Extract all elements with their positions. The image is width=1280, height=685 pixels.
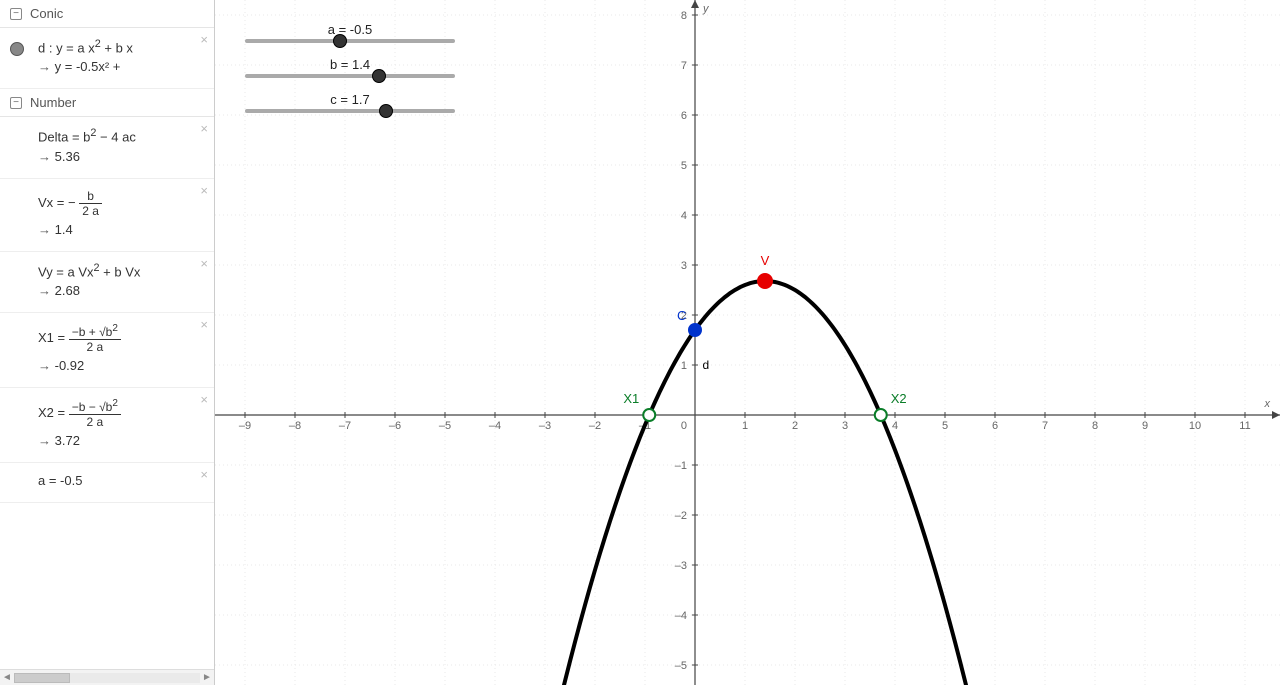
x-tick-label: 8: [1092, 420, 1098, 432]
hscroll-track[interactable]: [14, 673, 200, 683]
algebra-item[interactable]: ×X1 = −b + √b22 a -0.92: [0, 313, 214, 388]
collapse-icon[interactable]: −: [10, 97, 22, 109]
slider-label: a = -0.5: [245, 22, 455, 37]
y-tick-label: 3: [681, 260, 687, 272]
result-text: 1.4: [38, 222, 204, 237]
algebra-item[interactable]: ×Vx = − b2 a 1.4: [0, 179, 214, 252]
x-tick-label: 2: [792, 420, 798, 432]
close-icon[interactable]: ×: [200, 467, 208, 482]
formula-text: Vy = a Vx2 + b Vx: [38, 262, 204, 279]
algebra-hscroll[interactable]: ◄ ►: [0, 669, 214, 685]
formula-text: X1 = −b + √b22 a: [38, 323, 204, 354]
result-text: -0.92: [38, 358, 204, 373]
y-tick-label: 5: [681, 160, 687, 172]
close-icon[interactable]: ×: [200, 183, 208, 198]
collapse-icon[interactable]: −: [10, 8, 22, 20]
section-header[interactable]: −Number: [0, 89, 214, 117]
algebra-item[interactable]: ×X2 = −b − √b22 a 3.72: [0, 388, 214, 463]
point-x2[interactable]: [875, 409, 887, 421]
formula-text: Vx = − b2 a: [38, 189, 204, 218]
x-tick-label: 9: [1142, 420, 1148, 432]
y-tick-label: –4: [675, 610, 687, 622]
hscroll-thumb[interactable]: [14, 673, 70, 683]
y-tick-label: 1: [681, 360, 687, 372]
slider-track[interactable]: [245, 74, 455, 78]
close-icon[interactable]: ×: [200, 32, 208, 47]
x-tick-label: –7: [339, 420, 351, 432]
x-tick-label: 1: [742, 420, 748, 432]
y-tick-label: 4: [681, 210, 687, 222]
slider-label: b = 1.4: [245, 57, 455, 72]
close-icon[interactable]: ×: [200, 121, 208, 136]
slider-label: c = 1.7: [245, 92, 455, 107]
x-tick-label: 5: [942, 420, 948, 432]
sliders-group: a = -0.5 b = 1.4 c = 1.7: [245, 22, 455, 127]
point-x1-label: X1: [623, 391, 639, 406]
slider-knob[interactable]: [333, 34, 347, 48]
slider-c[interactable]: c = 1.7: [245, 92, 455, 113]
y-tick-label: 7: [681, 60, 687, 72]
graph-panel[interactable]: –9–8–7–6–5–4–3–2–11234567891011–5–4–3–2–…: [215, 0, 1280, 685]
point-v[interactable]: [757, 273, 773, 289]
formula-text: Delta = b2 − 4 ac: [38, 127, 204, 144]
app-root: −Conic×d : y = a x2 + b xy = -0.5x² +−Nu…: [0, 0, 1280, 685]
slider-b[interactable]: b = 1.4: [245, 57, 455, 78]
y-tick-label: –2: [675, 510, 687, 522]
algebra-item[interactable]: ×Vy = a Vx2 + b Vx 2.68: [0, 252, 214, 313]
slider-knob[interactable]: [379, 104, 393, 118]
algebra-item[interactable]: ×a = -0.5: [0, 463, 214, 503]
section-title: Conic: [30, 6, 63, 21]
result-text: 5.36: [38, 149, 204, 164]
x-tick-label: 7: [1042, 420, 1048, 432]
close-icon[interactable]: ×: [200, 256, 208, 271]
result-text: y = -0.5x² +: [38, 59, 204, 74]
close-icon[interactable]: ×: [200, 317, 208, 332]
slider-a[interactable]: a = -0.5: [245, 22, 455, 43]
section-title: Number: [30, 95, 76, 110]
y-tick-label: –3: [675, 560, 687, 572]
slider-track[interactable]: [245, 39, 455, 43]
x-tick-label: 3: [842, 420, 848, 432]
result-text: 3.72: [38, 433, 204, 448]
hscroll-right-icon[interactable]: ►: [200, 672, 214, 683]
x-tick-label: –9: [239, 420, 251, 432]
algebra-item[interactable]: ×d : y = a x2 + b x y = -0.5x² +: [0, 28, 214, 89]
slider-knob[interactable]: [372, 69, 386, 83]
formula-text: d : y = a x2 + b x: [38, 38, 204, 55]
visibility-dot-icon[interactable]: [10, 42, 24, 56]
point-c-label: C: [677, 308, 686, 323]
origin-label: 0: [681, 420, 687, 432]
y-tick-label: 8: [681, 10, 687, 22]
curve-label: d: [703, 358, 710, 372]
x-tick-label: 6: [992, 420, 998, 432]
y-tick-label: 6: [681, 110, 687, 122]
point-x2-label: X2: [891, 391, 907, 406]
formula-text: a = -0.5: [38, 473, 204, 488]
section-header[interactable]: −Conic: [0, 0, 214, 28]
point-x1[interactable]: [643, 409, 655, 421]
x-tick-label: 11: [1239, 420, 1250, 432]
algebra-panel: −Conic×d : y = a x2 + b xy = -0.5x² +−Nu…: [0, 0, 215, 685]
result-text: 2.68: [38, 283, 204, 298]
hscroll-left-icon[interactable]: ◄: [0, 672, 14, 683]
x-tick-label: –5: [439, 420, 451, 432]
x-tick-label: –8: [289, 420, 301, 432]
y-tick-label: –1: [675, 460, 687, 472]
x-tick-label: –3: [539, 420, 551, 432]
y-tick-label: –5: [675, 660, 687, 672]
x-tick-label: –4: [489, 420, 501, 432]
x-axis-label: x: [1264, 398, 1271, 410]
point-c[interactable]: [688, 323, 702, 337]
x-tick-label: –2: [589, 420, 601, 432]
algebra-scroll[interactable]: −Conic×d : y = a x2 + b xy = -0.5x² +−Nu…: [0, 0, 214, 669]
formula-text: X2 = −b − √b22 a: [38, 398, 204, 429]
x-tick-label: 4: [892, 420, 898, 432]
slider-track[interactable]: [245, 109, 455, 113]
close-icon[interactable]: ×: [200, 392, 208, 407]
x-tick-label: –6: [389, 420, 401, 432]
point-v-label: V: [761, 253, 770, 268]
algebra-item[interactable]: ×Delta = b2 − 4 ac 5.36: [0, 117, 214, 178]
x-tick-label: 10: [1189, 420, 1201, 432]
